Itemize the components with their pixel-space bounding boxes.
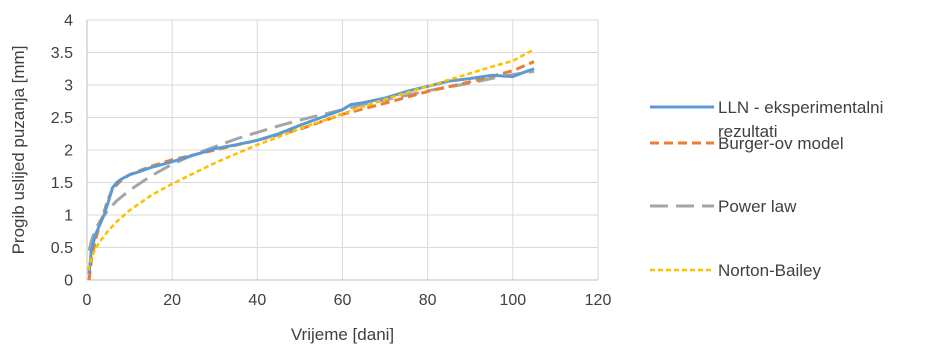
y-axis-title: Progib uslijed puzanja [mm] bbox=[9, 46, 28, 255]
axes bbox=[86, 20, 598, 281]
legend: LLN - eksperimentalni rezultatiBurger-ov … bbox=[650, 98, 883, 280]
y-tick-label: 4 bbox=[64, 13, 73, 30]
x-tick-label: 120 bbox=[585, 292, 612, 309]
x-tick-label: 100 bbox=[499, 292, 526, 309]
legend-label: Norton-Bailey bbox=[718, 261, 821, 280]
x-tick-label: 20 bbox=[163, 292, 181, 309]
legend-label: Power law bbox=[718, 197, 797, 216]
y-tick-label: 1 bbox=[64, 208, 73, 225]
legend-label-continued: rezultati bbox=[718, 122, 778, 141]
x-tick-label: 60 bbox=[334, 292, 352, 309]
x-tick-label: 80 bbox=[419, 292, 437, 309]
y-tick-label: 2 bbox=[64, 143, 73, 160]
y-tick-label: 0.5 bbox=[51, 240, 73, 257]
tick-labels: 00.511.522.533.540 20 40 60 80 100 120 bbox=[51, 13, 612, 310]
legend-label: Burger-ov model bbox=[718, 134, 844, 153]
series-line-power-law bbox=[87, 69, 535, 252]
y-tick-label: 2.5 bbox=[51, 110, 73, 127]
x-tick-label: 0 bbox=[83, 292, 92, 309]
y-tick-label: 3.5 bbox=[51, 45, 73, 62]
x-tick-label: 40 bbox=[248, 292, 266, 309]
series-line-norton-bailey bbox=[87, 48, 535, 271]
series-line-lln-eksperimentalni bbox=[87, 67, 535, 274]
y-tick-label: 1.5 bbox=[51, 175, 73, 192]
x-axis-title: Vrijeme [dani] bbox=[291, 325, 394, 344]
y-tick-label: 0 bbox=[64, 273, 73, 290]
grid-lines bbox=[87, 19, 599, 280]
legend-label: LLN - eksperimentalni bbox=[718, 98, 883, 117]
y-tick-label: 3 bbox=[64, 78, 73, 95]
series-lines bbox=[87, 48, 535, 281]
